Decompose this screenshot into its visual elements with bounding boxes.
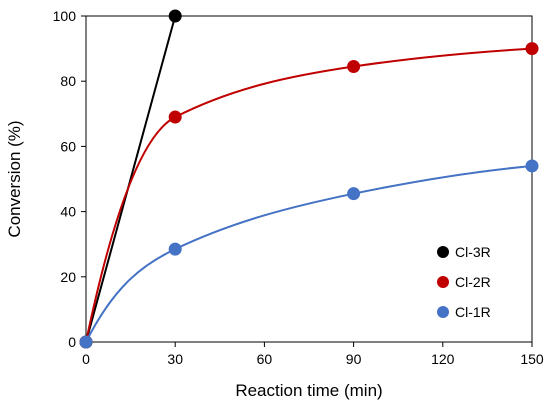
data-point-cl-1r xyxy=(525,159,539,173)
axis-ticks: 0 30 60 90 120 150 0 20 40 60 80 100 xyxy=(53,8,544,367)
legend-label-cl-1r: Cl-1R xyxy=(455,304,491,320)
data-point-cl-2r xyxy=(347,60,361,74)
data-point-cl-1r xyxy=(79,335,93,349)
y-axis-label: Conversion (%) xyxy=(5,120,24,237)
y-tick-label: 60 xyxy=(60,138,76,154)
x-tick-label: 90 xyxy=(346,351,362,367)
x-tick-label: 150 xyxy=(520,351,544,367)
data-point-cl-2r xyxy=(168,110,182,124)
x-tick-label: 30 xyxy=(167,351,183,367)
plot-area-frame xyxy=(85,15,533,343)
x-tick-label: 60 xyxy=(257,351,273,367)
y-tick-label: 20 xyxy=(60,269,76,285)
data-point-cl-1r xyxy=(168,242,182,256)
fit-line-cl-2r xyxy=(85,47,533,343)
legend-label-cl-2r: Cl-2R xyxy=(455,274,491,290)
legend-label-cl-3r: Cl-3R xyxy=(455,244,491,260)
y-tick-label: 40 xyxy=(60,204,76,220)
fit-line-cl-3r xyxy=(85,15,177,343)
x-axis-label: Reaction time (min) xyxy=(235,381,382,400)
y-tick-label: 80 xyxy=(60,73,76,89)
legend-marker-cl-3r xyxy=(437,246,449,258)
fit-lines xyxy=(85,15,533,343)
x-tick-label: 0 xyxy=(82,351,90,367)
y-tick-label: 0 xyxy=(68,334,76,350)
y-tick-label: 100 xyxy=(53,8,77,24)
x-tick-label: 120 xyxy=(431,351,455,367)
legend: Cl-3R Cl-2R Cl-1R xyxy=(437,244,491,320)
legend-marker-cl-2r xyxy=(437,276,449,288)
legend-marker-cl-1r xyxy=(437,306,449,318)
data-point-cl-3r xyxy=(168,9,182,23)
data-point-cl-2r xyxy=(525,42,539,56)
fit-line-cl-1r xyxy=(85,164,533,343)
data-point-cl-1r xyxy=(347,187,361,201)
data-markers xyxy=(79,9,539,349)
